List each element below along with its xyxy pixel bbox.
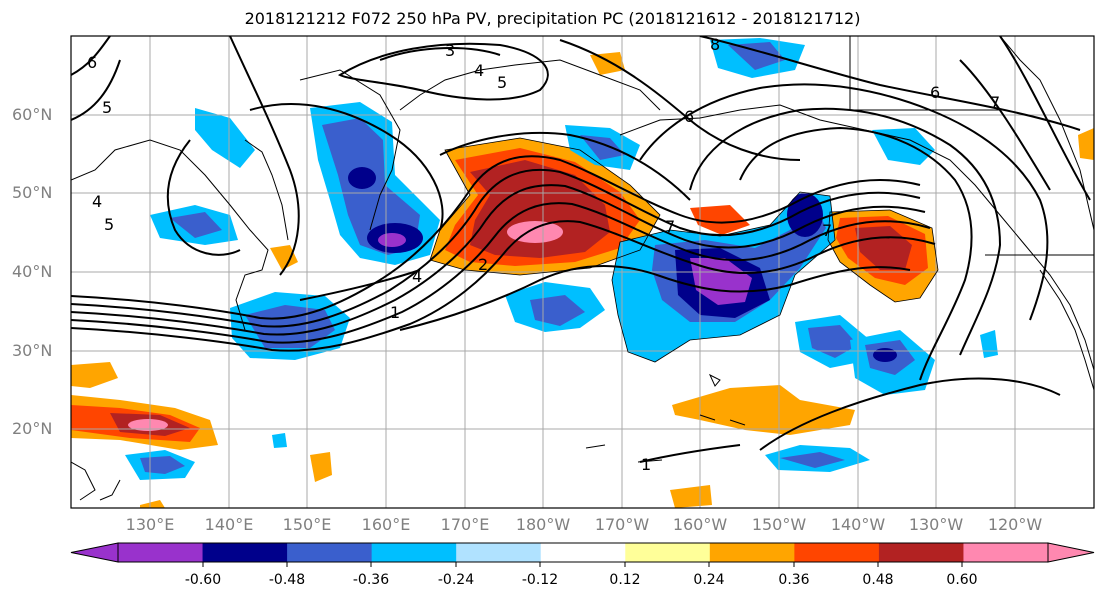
lon-label: 150°E	[282, 515, 332, 534]
contour-label: 7	[990, 93, 1000, 112]
lon-label: 170°W	[594, 515, 650, 534]
lat-label: 50°N	[12, 183, 53, 202]
colorbar-segment	[540, 543, 626, 562]
lon-label: 180°W	[515, 515, 571, 534]
contour-label: 6	[87, 53, 97, 72]
colorbar-segment	[371, 543, 457, 562]
contour-label: 7	[822, 221, 832, 240]
colorbar-segment	[118, 543, 204, 562]
colorbar-segment	[963, 543, 1049, 562]
contour-label: 4	[92, 192, 102, 211]
graticule	[71, 36, 1094, 508]
pv-contours	[71, 36, 1091, 463]
lon-label: 170°E	[440, 515, 490, 534]
lon-label: 140°W	[830, 515, 886, 534]
lon-label: 140°E	[204, 515, 254, 534]
colorbar-extend-min	[70, 542, 119, 563]
contour-label: 8	[710, 35, 720, 54]
colorbar-tick-label: 0.48	[862, 572, 894, 588]
lon-label: 130°W	[908, 515, 964, 534]
contour-label: 3	[445, 41, 455, 60]
map-panel: 3 4 5 5 6 7 8 6 7 4 5 4 2 1 7 1 6	[71, 35, 1094, 508]
contour-label: 7	[665, 217, 675, 236]
contour-label: 4	[412, 267, 422, 286]
colorbar-tick-label: -0.48	[268, 572, 306, 588]
contour-label: 5	[497, 73, 507, 92]
contour-label: 1	[641, 455, 651, 474]
colorbar-tick-label: 0.12	[609, 572, 641, 588]
lat-label: 20°N	[12, 419, 53, 438]
colorbar-segment	[878, 543, 964, 562]
colorbar-tick-label: -0.36	[352, 572, 390, 588]
contour-label: 5	[102, 98, 112, 117]
lat-label: 40°N	[12, 262, 53, 281]
lon-label: 160°W	[672, 515, 728, 534]
colorbar-segment	[456, 543, 542, 562]
colorbar-tick-label: 0.24	[693, 572, 725, 588]
lon-label: 130°E	[125, 515, 175, 534]
colorbar-extend-max	[1047, 542, 1095, 563]
colorbar-tick-label: 0.60	[946, 572, 978, 588]
contour-label: 6	[930, 83, 940, 102]
lat-label: 60°N	[12, 105, 53, 124]
colorbar	[70, 542, 1095, 567]
colorbar-segment	[709, 543, 795, 562]
contour-labels: 3 4 5 5 6 7 8 6 7 4 5 4 2 1 7 1 6	[87, 35, 1000, 474]
contour-label: 1	[390, 303, 400, 322]
colorbar-tick-label: -0.60	[184, 572, 222, 588]
contour-label: 6	[684, 107, 694, 126]
lon-label: 160°E	[361, 515, 411, 534]
contour-label: 2	[478, 255, 488, 274]
lat-label: 30°N	[12, 341, 53, 360]
colorbar-segment	[794, 543, 880, 562]
colorbar-tick-label: 0.36	[778, 572, 810, 588]
map-title: 2018121212 F072 250 hPa PV, precipitatio…	[244, 9, 861, 28]
map-frame	[70, 35, 1095, 509]
lon-label: 150°W	[751, 515, 807, 534]
contour-label: 4	[474, 61, 484, 80]
colorbar-segment	[287, 543, 373, 562]
coastlines	[71, 36, 1094, 501]
colorbar-frame	[117, 542, 1049, 563]
contour-label: 5	[104, 215, 114, 234]
colorbar-segment	[625, 543, 711, 562]
colorbar-tick-label: -0.24	[437, 572, 475, 588]
colorbar-segment	[202, 543, 288, 562]
lon-label: 120°W	[987, 515, 1043, 534]
colorbar-tick-label: -0.12	[521, 572, 559, 588]
